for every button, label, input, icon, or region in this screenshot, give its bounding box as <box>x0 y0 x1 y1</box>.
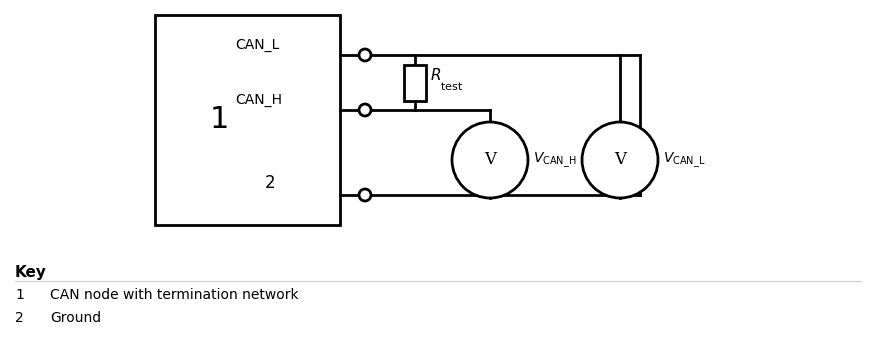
Text: Key: Key <box>15 265 47 280</box>
Text: CAN node with termination network: CAN node with termination network <box>50 288 299 302</box>
Text: $R$: $R$ <box>430 66 442 83</box>
Text: $V_{\rm CAN\_H}$: $V_{\rm CAN\_H}$ <box>533 150 576 170</box>
Circle shape <box>359 49 371 61</box>
Circle shape <box>582 122 658 198</box>
Bar <box>404 64 426 100</box>
Text: 1: 1 <box>15 288 24 302</box>
Text: $V_{\rm CAN\_L}$: $V_{\rm CAN\_L}$ <box>663 150 705 170</box>
Text: Ground: Ground <box>50 311 101 325</box>
Text: $\mathrm{test}$: $\mathrm{test}$ <box>440 80 463 92</box>
Text: 2: 2 <box>15 311 24 325</box>
Circle shape <box>359 189 371 201</box>
Text: CAN_L: CAN_L <box>235 38 279 52</box>
Text: 1: 1 <box>210 105 230 134</box>
Text: V: V <box>484 152 496 168</box>
Circle shape <box>359 104 371 116</box>
Bar <box>155 15 340 225</box>
Text: 2: 2 <box>265 174 276 192</box>
Text: V: V <box>614 152 626 168</box>
Text: CAN_H: CAN_H <box>235 93 282 107</box>
Circle shape <box>452 122 528 198</box>
